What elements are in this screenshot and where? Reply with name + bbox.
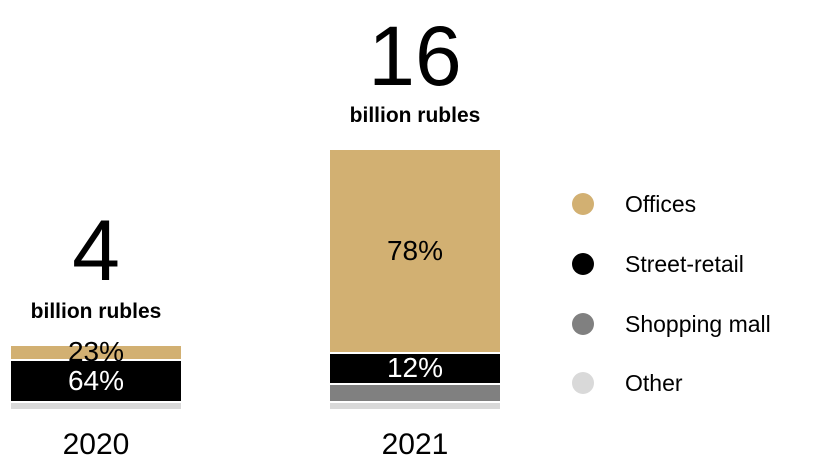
total-value-2021: 16 bbox=[368, 9, 462, 104]
legend-label-other: Other bbox=[625, 369, 683, 396]
category-label-2021: 2021 bbox=[381, 428, 449, 461]
bar-segment-2021-other bbox=[330, 403, 500, 409]
category-label-2020: 2020 bbox=[62, 428, 130, 461]
data-label-2021-street-retail: 12% bbox=[386, 352, 444, 384]
legend-swatch-street-retail bbox=[572, 253, 594, 275]
bar-segment-2020-street-retail bbox=[11, 360, 181, 401]
data-label-2020-street-retail: 64% bbox=[67, 364, 125, 396]
legend-item-other: Other bbox=[572, 368, 683, 398]
bar-segment-2020-other bbox=[11, 402, 181, 409]
legend-label-shopping-mall: Shopping mall bbox=[625, 310, 771, 337]
legend-item-offices: Offices bbox=[572, 189, 696, 219]
total-value-2020: 4 bbox=[72, 202, 120, 299]
unit-label-2021: billion rubles bbox=[349, 104, 481, 128]
legend-label-street-retail: Street-retail bbox=[625, 250, 744, 277]
legend-swatch-other bbox=[572, 372, 594, 394]
legend-swatch-offices bbox=[572, 193, 594, 215]
bar-segment-2021-offices bbox=[330, 150, 500, 352]
data-label-2020-offices: 23% bbox=[67, 336, 125, 368]
bar-segment-2021-street-retail bbox=[330, 353, 500, 383]
legend-label-offices: Offices bbox=[625, 190, 697, 217]
bar-segment-2020-offices bbox=[11, 345, 181, 359]
legend-swatch-shopping-mall bbox=[572, 313, 594, 335]
legend-item-shopping-mall: Shopping mall bbox=[572, 309, 771, 339]
bar-segment-2021-shopping-mall bbox=[330, 384, 500, 402]
legend-item-street-retail: Street-retail bbox=[572, 249, 744, 279]
unit-label-2020: billion rubles bbox=[30, 299, 162, 323]
data-label-2021-offices: 78% bbox=[386, 234, 444, 266]
